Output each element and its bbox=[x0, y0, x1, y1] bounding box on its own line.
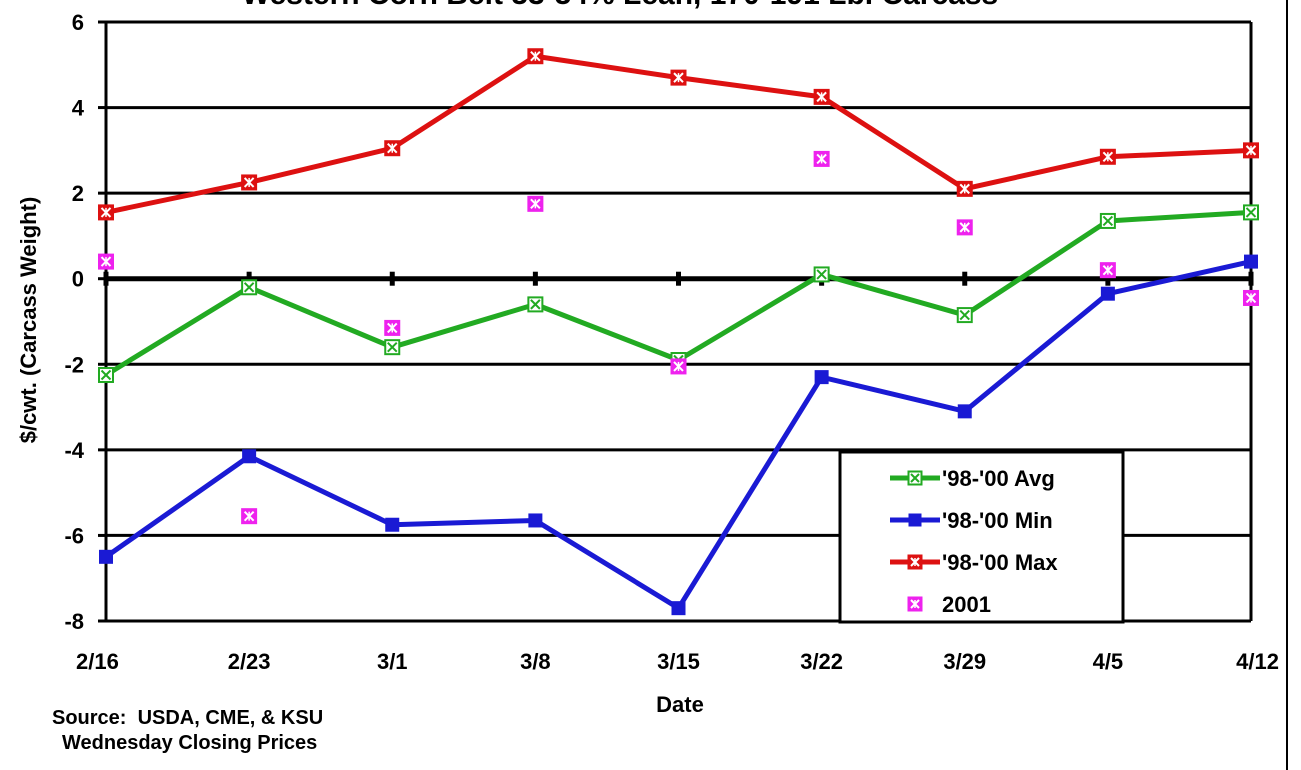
y-tick-label: -2 bbox=[64, 352, 84, 377]
data-point bbox=[1100, 286, 1115, 301]
data-point bbox=[907, 596, 923, 612]
legend-item: 2001 bbox=[907, 592, 991, 617]
legend-label: 2001 bbox=[942, 592, 991, 617]
x-tick-label: 4/12 bbox=[1236, 649, 1279, 674]
data-point bbox=[1243, 289, 1259, 306]
series bbox=[98, 48, 1259, 221]
data-point bbox=[671, 601, 686, 616]
x-tick-label: 2/16 bbox=[76, 649, 119, 674]
legend-label: '98-'00 Avg bbox=[942, 466, 1055, 491]
data-point bbox=[527, 296, 544, 313]
source-note: Source: USDA, CME, & KSU Wednesday Closi… bbox=[52, 706, 323, 756]
data-point bbox=[242, 449, 257, 464]
data-point bbox=[241, 279, 258, 296]
series bbox=[98, 150, 1259, 525]
data-point bbox=[1243, 142, 1259, 159]
legend-item: '98-'00 Min bbox=[890, 508, 1053, 533]
x-tick-label: 3/15 bbox=[657, 649, 700, 674]
data-point bbox=[957, 404, 972, 419]
data-point bbox=[527, 48, 544, 65]
data-point bbox=[384, 319, 401, 336]
y-axis-title: $/cwt. (Carcass Weight) bbox=[16, 197, 41, 444]
legend-label: '98-'00 Min bbox=[942, 508, 1053, 533]
y-tick-label: -4 bbox=[64, 438, 84, 463]
y-tick-label: 4 bbox=[72, 96, 85, 121]
data-point bbox=[907, 470, 923, 486]
data-point bbox=[908, 513, 922, 527]
legend-box bbox=[838, 450, 1125, 624]
x-axis-title: Date bbox=[656, 692, 704, 717]
data-point bbox=[907, 554, 923, 570]
data-point bbox=[527, 195, 544, 212]
y-tick-label: 6 bbox=[72, 10, 84, 35]
data-point bbox=[956, 180, 973, 197]
x-tick-label: 2/23 bbox=[228, 649, 271, 674]
data-point bbox=[1099, 212, 1116, 229]
x-tick-label: 3/8 bbox=[520, 649, 551, 674]
data-point bbox=[813, 88, 830, 105]
data-point bbox=[813, 266, 830, 283]
data-point bbox=[384, 140, 401, 157]
data-point bbox=[1243, 204, 1259, 221]
data-point bbox=[98, 253, 114, 270]
data-point bbox=[241, 508, 258, 525]
data-point bbox=[384, 339, 401, 356]
y-tick-label: -8 bbox=[64, 609, 84, 634]
data-point bbox=[813, 150, 830, 167]
data-point bbox=[98, 366, 114, 383]
data-point bbox=[99, 549, 113, 564]
data-point bbox=[528, 513, 543, 528]
data-point bbox=[385, 517, 400, 532]
chart-title: Western Corn Belt 53-54% Lean, 170-191 L… bbox=[242, 0, 998, 11]
y-tick-label: 2 bbox=[72, 181, 84, 206]
y-tick-label: -6 bbox=[64, 523, 84, 548]
data-point bbox=[814, 370, 829, 385]
data-point bbox=[1244, 254, 1258, 269]
data-point bbox=[956, 307, 973, 324]
legend-item: '98-'00 Max bbox=[890, 550, 1058, 575]
legend-item: '98-'00 Avg bbox=[890, 466, 1055, 491]
x-tick-label: 3/29 bbox=[943, 649, 986, 674]
x-tick-label: 3/22 bbox=[800, 649, 843, 674]
data-point bbox=[241, 174, 258, 191]
y-tick-label: 0 bbox=[72, 267, 84, 292]
data-point bbox=[1099, 148, 1116, 165]
series bbox=[99, 254, 1258, 616]
data-point bbox=[956, 219, 973, 236]
source-line: Source: USDA, CME, & KSU bbox=[52, 707, 324, 729]
x-tick-label: 3/1 bbox=[377, 649, 408, 674]
data-point bbox=[1099, 262, 1116, 279]
data-point bbox=[670, 69, 687, 86]
data-point bbox=[98, 204, 114, 221]
data-point bbox=[670, 358, 687, 375]
x-tick-label: 4/5 bbox=[1093, 649, 1124, 674]
legend: '98-'00 Avg '98-'00 Min '98-'00 Max 2001 bbox=[838, 450, 1125, 624]
closing-prices-line: Wednesday Closing Prices bbox=[62, 732, 318, 754]
legend-label: '98-'00 Max bbox=[942, 550, 1058, 575]
